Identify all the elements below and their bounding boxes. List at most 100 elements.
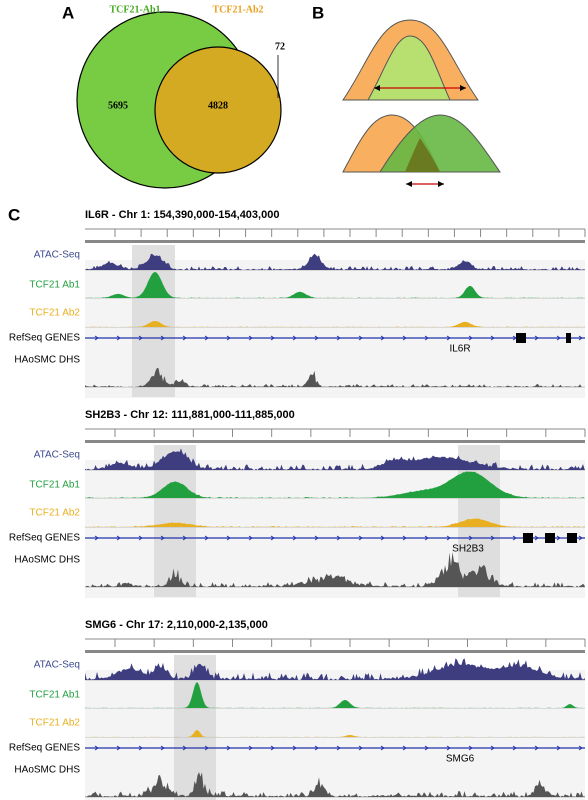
track-label: TCF21 Ab2 xyxy=(29,718,80,729)
strand-arrow xyxy=(512,535,517,541)
strand-arrow xyxy=(446,535,451,541)
strand-arrow xyxy=(292,745,297,751)
strand-arrow xyxy=(270,745,275,751)
exon xyxy=(566,333,571,343)
strand-arrow xyxy=(578,335,583,341)
exon xyxy=(567,533,577,543)
strand-arrow xyxy=(248,335,253,341)
track-label: ATAC-Seq xyxy=(34,250,80,261)
strand-arrow xyxy=(380,335,385,341)
track-area xyxy=(85,670,585,800)
strand-arrow xyxy=(116,745,121,751)
track-label: RefSeq GENES xyxy=(9,743,80,754)
venn-set-label: TCF21-Ab2 xyxy=(212,4,263,15)
gene-label: SH2B3 xyxy=(452,544,484,555)
signal xyxy=(85,253,585,270)
strand-arrow xyxy=(358,535,363,541)
strand-arrow xyxy=(226,335,231,341)
exon xyxy=(523,533,533,543)
signal xyxy=(85,471,585,498)
strand-arrow xyxy=(314,335,319,341)
locus-title: IL6R - Chr 1: 154,390,000-154,403,000 xyxy=(85,209,279,221)
strand-arrow xyxy=(358,335,363,341)
signal xyxy=(85,321,585,327)
strand-arrow xyxy=(446,745,451,751)
strand-arrow xyxy=(94,535,99,541)
strand-arrow xyxy=(160,535,165,541)
strand-arrow xyxy=(94,745,99,751)
locus-title: SMG6 - Chr 17: 2,110,000-2,135,000 xyxy=(85,619,268,631)
peak-shape xyxy=(367,35,451,101)
strand-arrow xyxy=(578,535,583,541)
strand-arrow xyxy=(116,535,121,541)
strand-arrow xyxy=(556,535,561,541)
strand-arrow xyxy=(248,745,253,751)
track-label: ATAC-Seq xyxy=(34,450,80,461)
strand-arrow xyxy=(182,535,187,541)
strand-arrow xyxy=(270,535,275,541)
strand-arrow xyxy=(380,535,385,541)
strand-arrow xyxy=(490,335,495,341)
strand-arrow xyxy=(380,745,385,751)
signal xyxy=(85,448,585,470)
strand-arrow xyxy=(314,535,319,541)
track-label: TCF21 Ab2 xyxy=(29,308,80,319)
strand-arrow xyxy=(336,745,341,751)
strand-arrow xyxy=(424,335,429,341)
strand-arrow xyxy=(358,745,363,751)
strand-arrow xyxy=(578,745,583,751)
track-label: RefSeq GENES xyxy=(9,333,80,344)
genome-tracks: IL6R - Chr 1: 154,390,000-154,403,000 ATA… xyxy=(9,209,586,800)
track-label: TCF21 Ab1 xyxy=(29,480,80,491)
exon xyxy=(516,333,526,343)
signal xyxy=(85,552,585,587)
track-label: HAoSMC DHS xyxy=(14,555,80,566)
strand-arrow xyxy=(402,535,407,541)
panel-label: C xyxy=(8,205,20,224)
venn-count: 72 xyxy=(275,41,285,52)
strand-arrow xyxy=(204,335,209,341)
ruler-bar xyxy=(85,240,585,243)
ruler-bar xyxy=(85,650,585,653)
strand-arrow xyxy=(468,745,473,751)
venn-count: 4828 xyxy=(208,100,228,111)
strand-arrow xyxy=(270,335,275,341)
overlap-shape xyxy=(405,138,440,172)
locus-title: SH2B3 - Chr 12: 111,881,000-111,885,000 xyxy=(85,409,295,421)
panel-label: B xyxy=(312,3,324,22)
signal xyxy=(85,772,585,797)
signal xyxy=(85,658,585,680)
strand-arrow xyxy=(138,535,143,541)
strand-arrow xyxy=(336,535,341,541)
strand-arrow xyxy=(160,745,165,751)
strand-arrow xyxy=(336,335,341,341)
strand-arrow xyxy=(490,535,495,541)
strand-arrow xyxy=(182,745,187,751)
gene-label: IL6R xyxy=(449,344,470,355)
track-label: HAoSMC DHS xyxy=(14,355,80,366)
panel-label: A xyxy=(62,3,74,22)
venn-set-label: TCF21-Ab1 xyxy=(109,4,160,15)
strand-arrow xyxy=(534,535,539,541)
signal xyxy=(85,518,585,527)
strand-arrow xyxy=(424,745,429,751)
strand-arrow xyxy=(226,535,231,541)
track-label: ATAC-Seq xyxy=(34,660,80,671)
strand-arrow xyxy=(556,745,561,751)
exon xyxy=(545,533,555,543)
strand-arrow xyxy=(402,335,407,341)
peak-shape xyxy=(379,114,501,173)
track-label: TCF21 Ab2 xyxy=(29,508,80,519)
gene-label: SMG6 xyxy=(446,754,475,765)
ruler-bar xyxy=(85,440,585,443)
strand-arrow xyxy=(490,745,495,751)
strand-arrow xyxy=(512,745,517,751)
strand-arrow xyxy=(248,535,253,541)
strand-arrow xyxy=(182,335,187,341)
strand-arrow xyxy=(468,335,473,341)
track-label: RefSeq GENES xyxy=(9,533,80,544)
venn-count: 5695 xyxy=(108,100,128,111)
strand-arrow xyxy=(468,535,473,541)
strand-arrow xyxy=(204,745,209,751)
venn-set2 xyxy=(154,46,282,174)
